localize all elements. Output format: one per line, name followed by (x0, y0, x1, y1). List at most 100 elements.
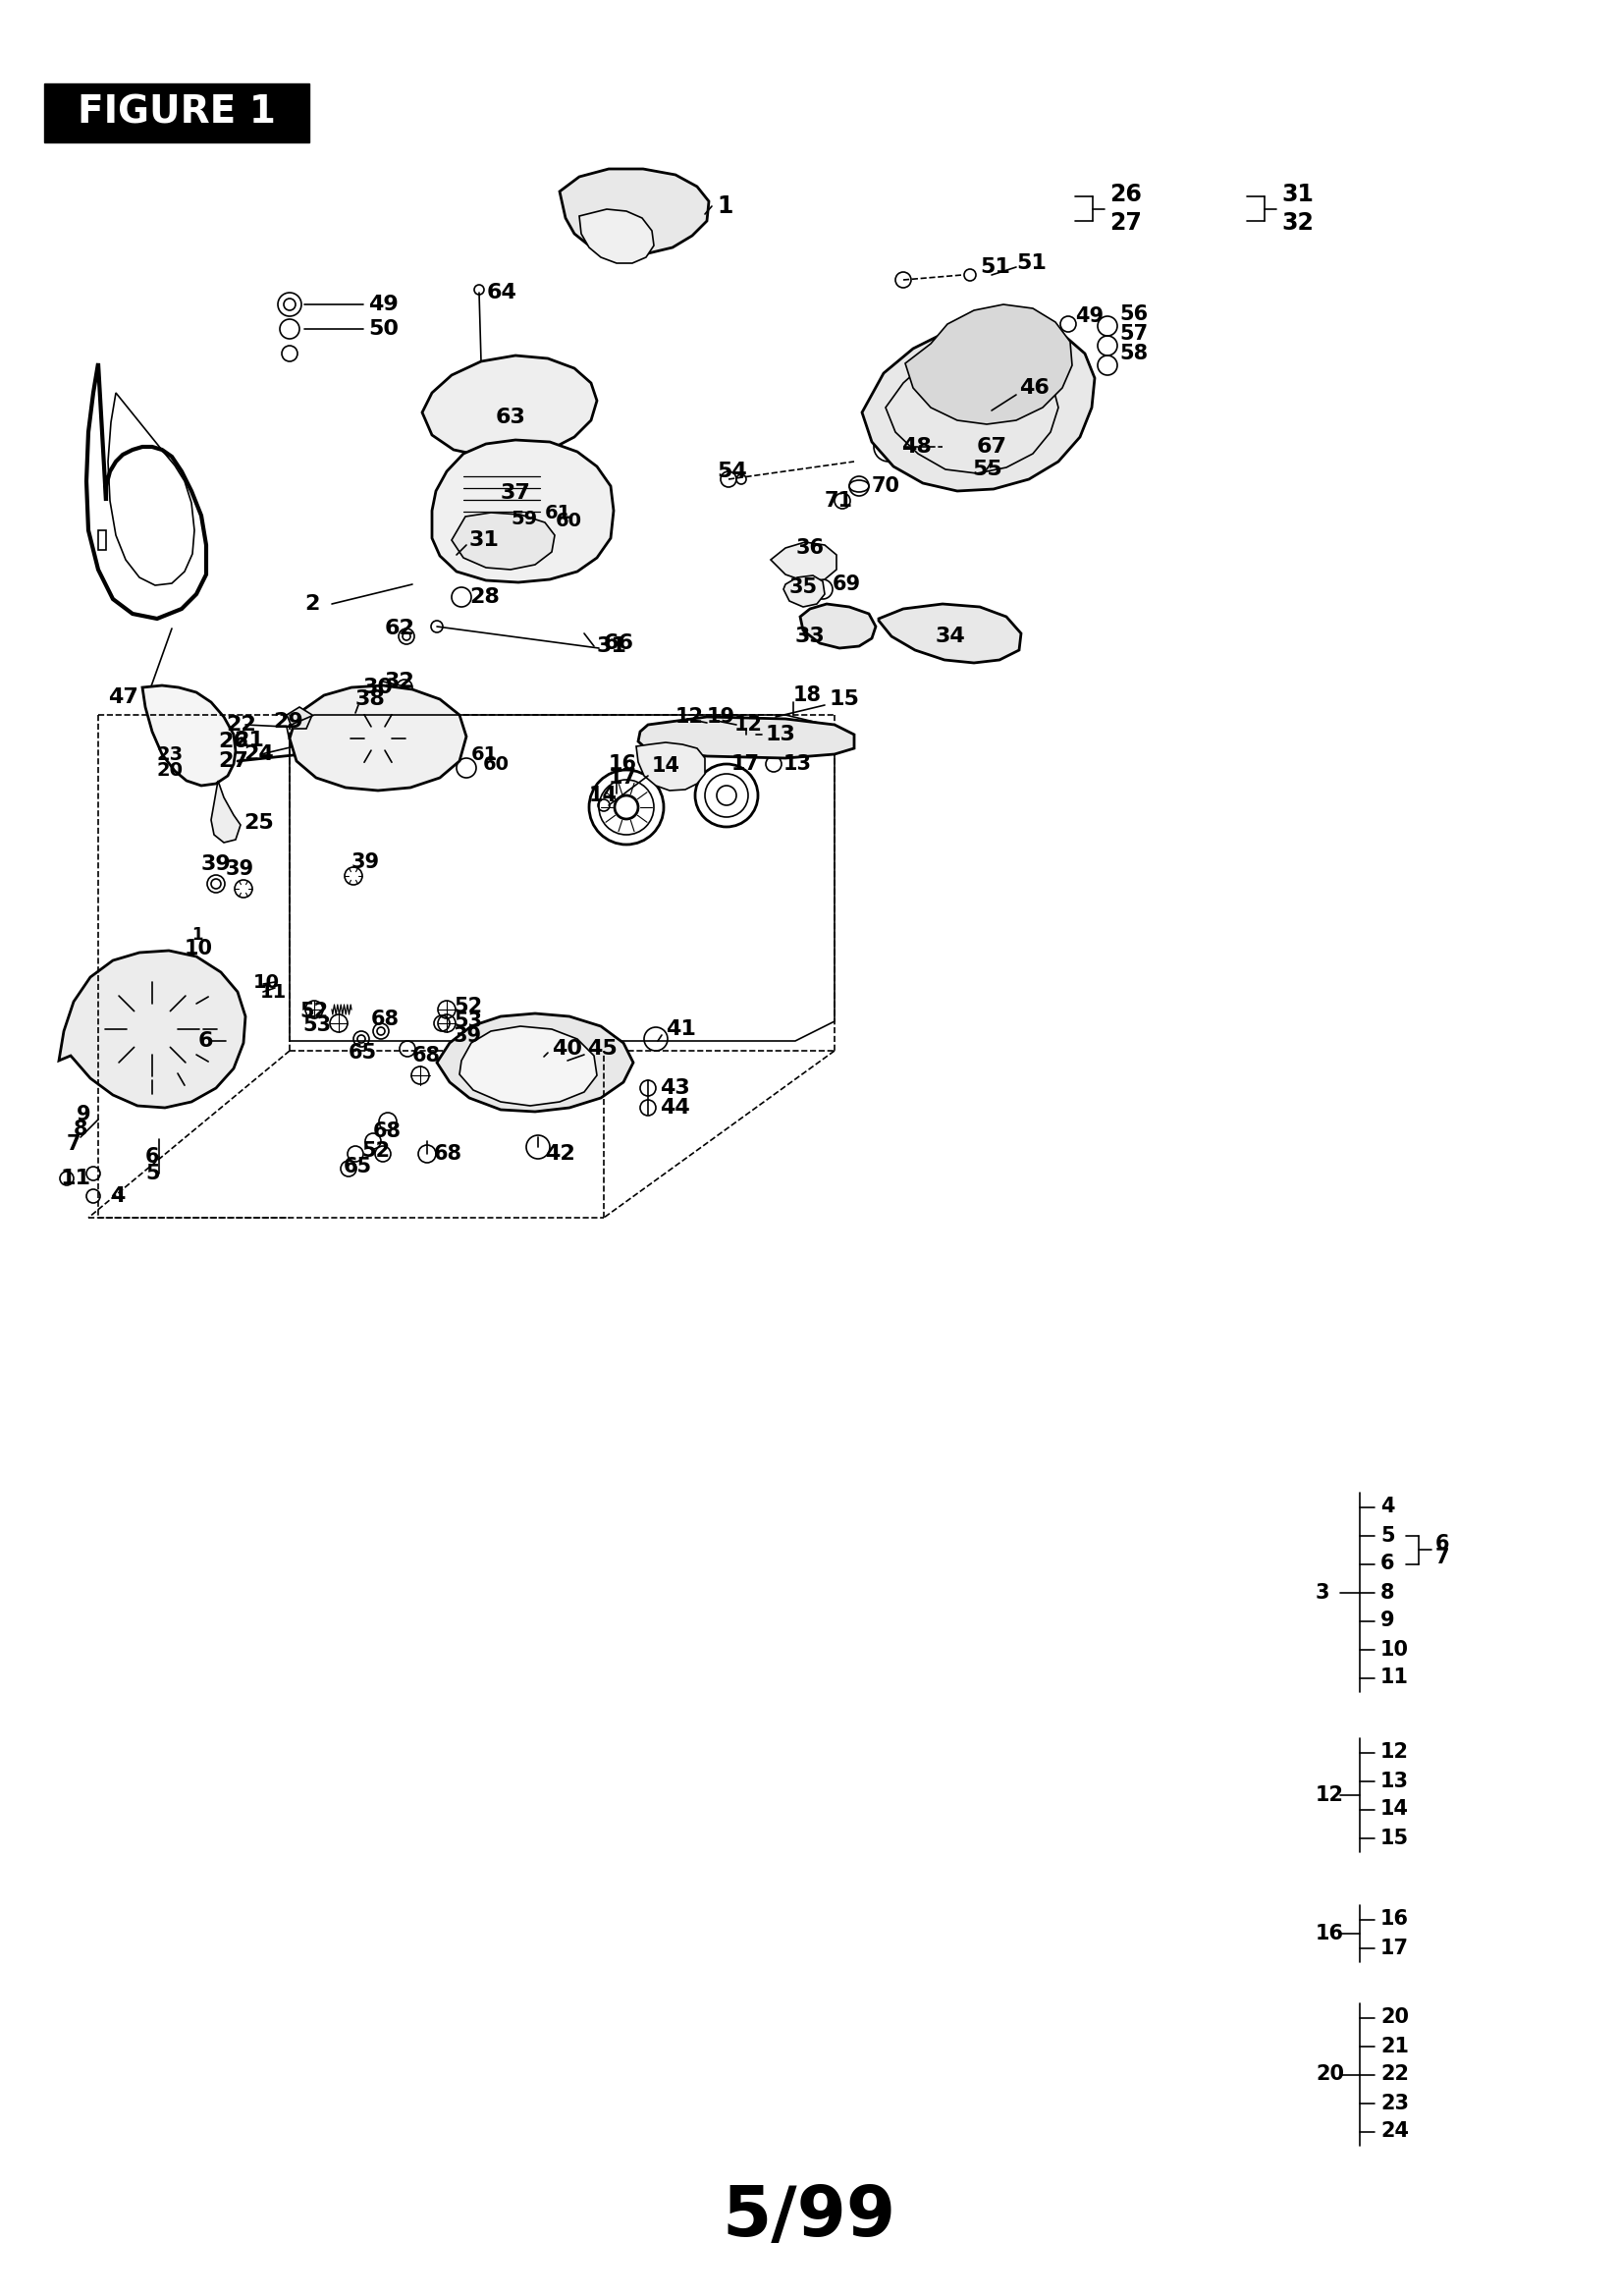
Text: 54: 54 (717, 461, 748, 482)
Polygon shape (770, 542, 837, 581)
Text: FIGURE 1: FIGURE 1 (78, 94, 275, 131)
Text: 68: 68 (371, 1010, 400, 1029)
Text: 12: 12 (1315, 1786, 1345, 1805)
Text: 16: 16 (1380, 1910, 1409, 1929)
Polygon shape (451, 512, 555, 569)
Text: 70: 70 (872, 475, 900, 496)
Polygon shape (637, 716, 854, 758)
Text: 43: 43 (660, 1079, 689, 1097)
Text: 13: 13 (783, 753, 812, 774)
Text: 8: 8 (1380, 1582, 1395, 1603)
Text: 24: 24 (243, 744, 273, 765)
Text: 71: 71 (825, 491, 853, 510)
Text: 60: 60 (484, 755, 510, 774)
Text: 14: 14 (1380, 1800, 1409, 1818)
Text: 39: 39 (227, 859, 254, 879)
Text: 52: 52 (361, 1141, 390, 1162)
Text: 12: 12 (675, 707, 704, 728)
Text: 21: 21 (233, 730, 264, 751)
Text: 63: 63 (495, 409, 526, 427)
Text: 39: 39 (351, 852, 380, 872)
Text: 40: 40 (552, 1040, 582, 1058)
Text: 27: 27 (1110, 211, 1142, 234)
Circle shape (183, 739, 199, 753)
Text: 6: 6 (1435, 1534, 1450, 1554)
Text: 45: 45 (587, 1040, 618, 1058)
Text: 4: 4 (1380, 1497, 1395, 1518)
Text: 68: 68 (434, 1143, 463, 1164)
Text: 64: 64 (487, 282, 518, 303)
Text: 6: 6 (146, 1148, 160, 1166)
Text: 60: 60 (555, 512, 582, 530)
Text: 42: 42 (545, 1143, 574, 1164)
Text: 30: 30 (362, 677, 393, 698)
Text: 26: 26 (218, 732, 248, 751)
Text: 4: 4 (110, 1187, 125, 1205)
Polygon shape (290, 687, 466, 790)
Text: 27: 27 (218, 751, 248, 771)
Text: 20: 20 (1315, 2064, 1345, 2085)
Text: 37: 37 (500, 482, 531, 503)
Text: 14: 14 (652, 755, 680, 776)
Text: 11: 11 (1380, 1667, 1409, 1688)
Text: 24: 24 (1380, 2122, 1409, 2142)
Text: 6: 6 (1380, 1554, 1395, 1573)
Text: 65: 65 (348, 1042, 377, 1063)
Text: 16: 16 (608, 753, 637, 774)
Text: 41: 41 (665, 1019, 696, 1040)
Text: 5: 5 (1380, 1525, 1395, 1545)
Text: 9: 9 (1380, 1612, 1395, 1630)
Text: 51: 51 (981, 257, 1010, 278)
Text: 39: 39 (201, 854, 231, 875)
Text: 5/99: 5/99 (722, 2183, 896, 2252)
Polygon shape (422, 356, 597, 457)
Text: 56: 56 (1120, 305, 1147, 324)
Text: 33: 33 (794, 627, 825, 645)
Text: 19: 19 (707, 707, 736, 728)
Text: 34: 34 (935, 627, 966, 645)
Text: 61: 61 (545, 503, 571, 521)
Text: 17: 17 (1380, 1938, 1409, 1958)
Text: 10: 10 (254, 974, 280, 992)
Text: 49: 49 (1074, 305, 1103, 326)
Text: 55: 55 (972, 459, 1002, 480)
Polygon shape (879, 604, 1021, 664)
Text: 28: 28 (469, 588, 500, 606)
Text: 31: 31 (1281, 184, 1314, 207)
Text: 62: 62 (385, 618, 416, 638)
Text: 35: 35 (790, 576, 817, 597)
Text: 52: 52 (299, 1001, 328, 1022)
Text: 50: 50 (369, 319, 398, 340)
Text: 22: 22 (1380, 2064, 1409, 2085)
Text: 32: 32 (1281, 211, 1314, 234)
Text: 12: 12 (1380, 1743, 1409, 1763)
Polygon shape (210, 781, 241, 843)
Text: 17: 17 (731, 753, 760, 774)
Text: 44: 44 (660, 1097, 689, 1118)
Polygon shape (460, 1026, 597, 1107)
Polygon shape (437, 1013, 633, 1111)
Text: 14: 14 (589, 785, 618, 806)
Text: 57: 57 (1120, 324, 1147, 344)
Text: 9: 9 (76, 1104, 91, 1125)
Text: 51: 51 (1016, 253, 1047, 273)
Text: 21: 21 (1380, 2037, 1409, 2055)
Text: 39: 39 (453, 1026, 482, 1047)
Text: 15: 15 (1380, 1828, 1409, 1848)
Text: 18: 18 (793, 687, 822, 705)
Text: 52: 52 (453, 996, 482, 1017)
Text: 12: 12 (735, 714, 762, 735)
Text: 23: 23 (157, 744, 184, 765)
Text: 20: 20 (157, 760, 183, 778)
Text: 46: 46 (1019, 379, 1050, 397)
Text: 29: 29 (273, 712, 303, 732)
Text: 15: 15 (830, 689, 859, 709)
Polygon shape (636, 742, 705, 790)
Text: 66: 66 (604, 634, 634, 652)
Text: 20: 20 (1380, 2007, 1409, 2027)
Text: 38: 38 (356, 689, 385, 709)
Text: 53: 53 (453, 1013, 482, 1031)
Text: 11: 11 (260, 983, 286, 1001)
Text: 68: 68 (374, 1120, 401, 1141)
Text: 69: 69 (833, 574, 861, 595)
